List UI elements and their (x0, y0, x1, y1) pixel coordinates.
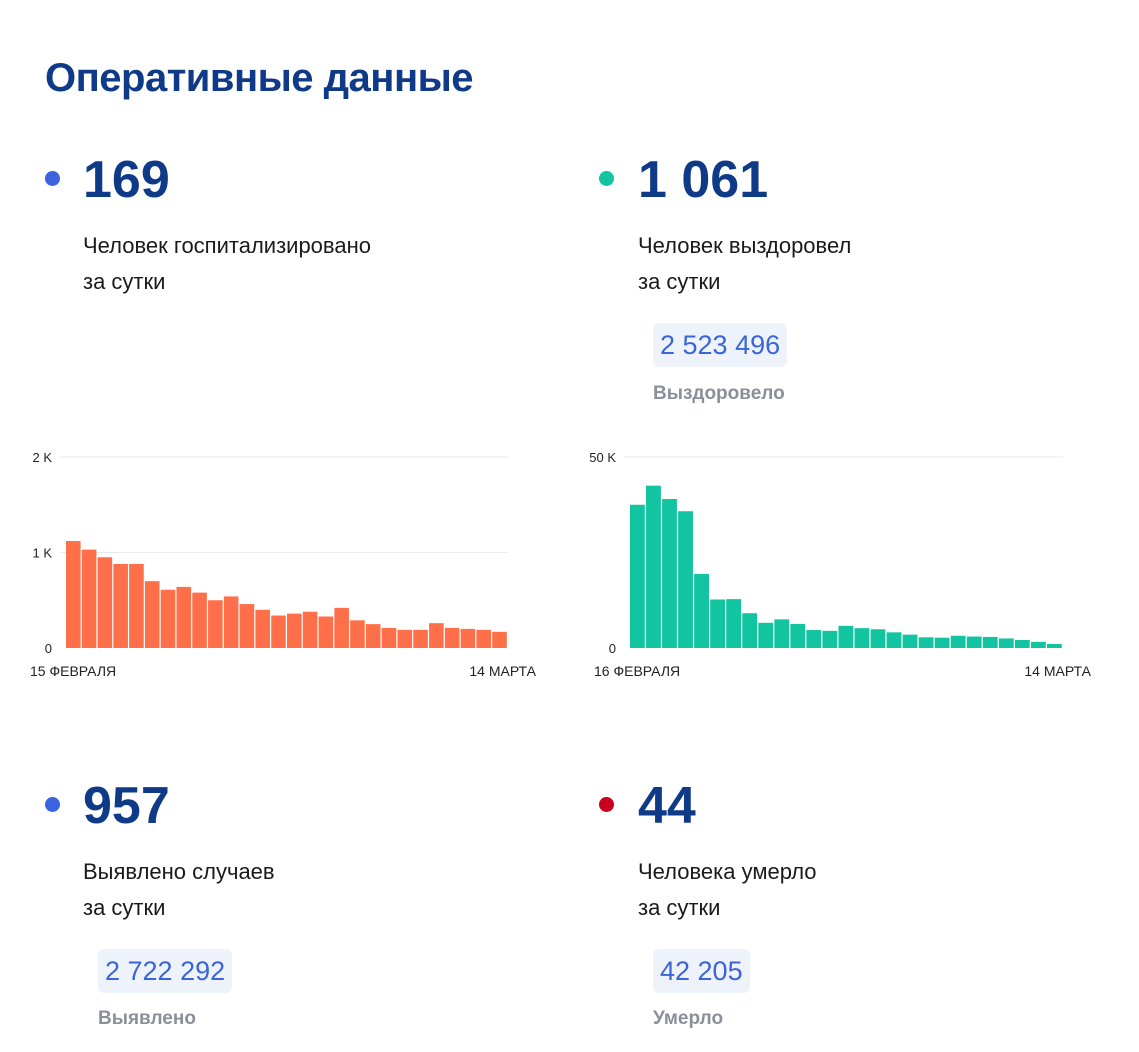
cases-dot-icon (45, 797, 60, 812)
bar (334, 607, 349, 648)
bar (160, 589, 176, 648)
bar (381, 627, 397, 648)
bar (806, 630, 822, 648)
bar (966, 636, 982, 648)
cases-total: 2 722 292 (98, 949, 233, 993)
x-end-label: 14 МАРТА (469, 663, 536, 679)
bar (413, 629, 428, 648)
bar (854, 628, 870, 648)
recovered-total: 2 523 496 (653, 323, 788, 367)
y-tick-label: 2 K (32, 450, 52, 465)
bar (144, 581, 160, 648)
bar (838, 625, 854, 648)
recovered-chart: 50 K 0 16 ФЕВРАЛЯ 14 МАРТА (589, 450, 1091, 679)
bar (66, 541, 81, 648)
bar (255, 609, 271, 648)
bar (271, 615, 286, 648)
bar (934, 637, 950, 648)
hospitalized-dot-icon (45, 171, 60, 186)
cases-desc-line2: за сутки (83, 895, 166, 920)
bar (646, 485, 661, 648)
bar (742, 613, 758, 648)
bar (287, 613, 302, 648)
deaths-value: 44 (638, 777, 696, 835)
deaths-dot-icon (599, 797, 614, 812)
hospitalized-desc-line1: Человек госпитализировано (83, 233, 371, 258)
bar (444, 627, 460, 648)
y-tick-label: 1 K (32, 546, 52, 561)
deaths-total-label: Умерло (653, 1008, 724, 1029)
bar (870, 629, 886, 648)
cases-total-label: Выявлено (98, 1008, 196, 1029)
bar (460, 628, 476, 648)
hospitalized-desc-line2: за сутки (83, 269, 166, 294)
x-end-label: 14 МАРТА (1024, 663, 1091, 679)
bar (239, 604, 255, 648)
bar (97, 557, 113, 648)
bar (397, 629, 413, 648)
bar (302, 611, 318, 648)
bar (694, 573, 709, 648)
bar (81, 549, 97, 648)
bar (429, 623, 444, 648)
deaths-total: 42 205 (653, 949, 750, 993)
bar (208, 600, 223, 648)
bar (176, 586, 192, 648)
deaths-desc-line1: Человека умерло (638, 859, 817, 884)
recovered-dot-icon (599, 171, 614, 186)
bar (1014, 639, 1030, 648)
bar (822, 630, 838, 648)
bar (726, 599, 742, 648)
bar (129, 563, 144, 648)
bar (1046, 643, 1062, 648)
bar (678, 511, 693, 648)
bar (365, 624, 381, 649)
y-tick-label: 0 (609, 641, 616, 656)
page-title: Оперативные данные (45, 56, 474, 100)
bar (113, 563, 128, 648)
bar (492, 631, 507, 648)
bar (918, 637, 934, 648)
cases-value: 957 (83, 777, 170, 835)
recovered-desc-line1: Человек выздоровел (638, 233, 852, 258)
bar (192, 592, 207, 648)
hospitalized-value: 169 (83, 151, 170, 209)
bar (886, 632, 902, 648)
bar (350, 620, 365, 648)
recovered-desc-line2: за сутки (638, 269, 721, 294)
bar (758, 622, 774, 648)
bar (982, 636, 998, 648)
x-start-label: 16 ФЕВРАЛЯ (594, 663, 680, 679)
bar (1030, 641, 1046, 648)
x-start-label: 15 ФЕВРАЛЯ (30, 663, 116, 679)
bar (790, 623, 806, 648)
bar (902, 634, 918, 648)
hospitalized-chart: 2 K 1 K 0 15 ФЕВРАЛЯ 14 МАРТА (30, 450, 537, 679)
bar (630, 504, 645, 648)
y-tick-label: 50 K (589, 450, 616, 465)
bar (476, 629, 492, 648)
bar (662, 499, 677, 648)
cases-desc-line1: Выявлено случаев (83, 859, 275, 884)
y-tick-label: 0 (45, 641, 52, 656)
bar (318, 616, 334, 648)
bar (950, 635, 966, 648)
bar (710, 599, 726, 648)
bar (223, 596, 239, 648)
bar (998, 638, 1014, 648)
recovered-total-label: Выздоровело (653, 383, 785, 404)
bar (774, 619, 790, 648)
deaths-desc-line2: за сутки (638, 895, 721, 920)
recovered-value: 1 061 (638, 151, 769, 209)
